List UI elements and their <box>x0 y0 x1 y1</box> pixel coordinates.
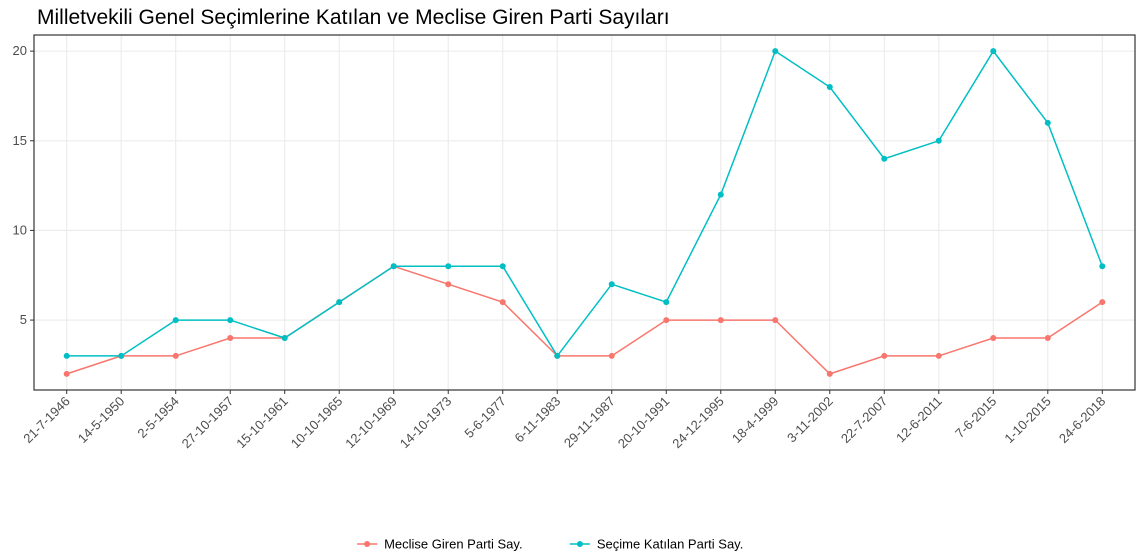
data-point <box>990 335 997 342</box>
data-point <box>826 83 833 90</box>
x-tick-label: 21-7-1946 <box>20 394 73 447</box>
x-tick-label: 2-5-1954 <box>134 394 181 441</box>
data-point <box>826 370 833 377</box>
chart-title: Milletvekili Genel Seçimlerine Katılan v… <box>37 6 670 29</box>
x-tick-label: 12-6-2011 <box>893 394 945 446</box>
x-tick-label: 22-7-2007 <box>838 394 891 447</box>
x-tick-label: 24-6-2018 <box>1056 394 1109 447</box>
legend-label: Seçime Katılan Parti Say. <box>597 537 743 552</box>
x-tick-label: 10-10-1965 <box>288 394 346 452</box>
y-tick-label: 20 <box>13 43 27 58</box>
x-tick-label: 24-12-1995 <box>669 394 727 452</box>
plot-background <box>34 35 1135 390</box>
data-point <box>608 281 615 288</box>
data-point <box>499 299 506 306</box>
plot-border <box>33 34 1136 391</box>
legend-key <box>576 541 583 547</box>
x-tick-label: 5-6-1977 <box>461 394 508 441</box>
x-tick-label: 6-11-1983 <box>512 394 564 446</box>
x-tick-label: 3-11-2002 <box>784 394 836 446</box>
data-point <box>1099 299 1106 306</box>
x-tick-label: 27-10-1957 <box>179 394 237 452</box>
x-tick-label: 14-5-1950 <box>75 394 128 447</box>
data-point <box>172 352 179 359</box>
data-point <box>772 317 779 324</box>
data-point <box>1044 119 1051 126</box>
x-tick-label: 14-10-1973 <box>397 394 455 452</box>
x-tick-label: 1-10-2015 <box>1001 394 1054 447</box>
data-point <box>227 317 234 324</box>
data-point <box>1044 335 1051 342</box>
x-tick-label: 29-11-1987 <box>561 394 618 451</box>
data-point <box>118 352 125 359</box>
data-point <box>554 352 561 359</box>
legend-label: Meclise Giren Parti Say. <box>384 537 522 552</box>
data-point <box>336 299 343 306</box>
data-point <box>717 317 724 324</box>
data-point <box>63 352 70 359</box>
y-tick-label: 5 <box>20 312 27 327</box>
data-point <box>172 317 179 324</box>
data-point <box>281 335 288 342</box>
series-line <box>66 265 1103 375</box>
data-point <box>445 263 452 270</box>
data-point <box>663 317 670 324</box>
y-tick-label: 10 <box>13 222 27 237</box>
data-point <box>881 155 888 162</box>
series-line <box>66 49 1104 358</box>
data-point <box>990 48 997 55</box>
x-tick-label: 18-4-1999 <box>729 394 782 447</box>
x-tick-label: 15-10-1961 <box>233 394 291 452</box>
data-point <box>881 352 888 359</box>
data-point <box>1099 263 1106 270</box>
x-tick-label: 12-10-1969 <box>342 394 400 452</box>
y-tick-label: 15 <box>13 133 27 148</box>
data-point <box>717 191 724 198</box>
data-point <box>608 352 615 359</box>
data-point <box>445 281 452 288</box>
data-point <box>935 352 942 359</box>
data-point <box>663 299 670 306</box>
data-point <box>935 137 942 144</box>
data-point <box>499 263 506 270</box>
x-tick-label: 20-10-1991 <box>615 394 673 452</box>
legend-key <box>364 541 371 547</box>
data-point <box>772 48 779 55</box>
data-point <box>227 335 234 342</box>
data-point <box>390 263 397 270</box>
x-tick-label: 7-6-2015 <box>952 394 999 441</box>
data-point <box>63 370 70 377</box>
